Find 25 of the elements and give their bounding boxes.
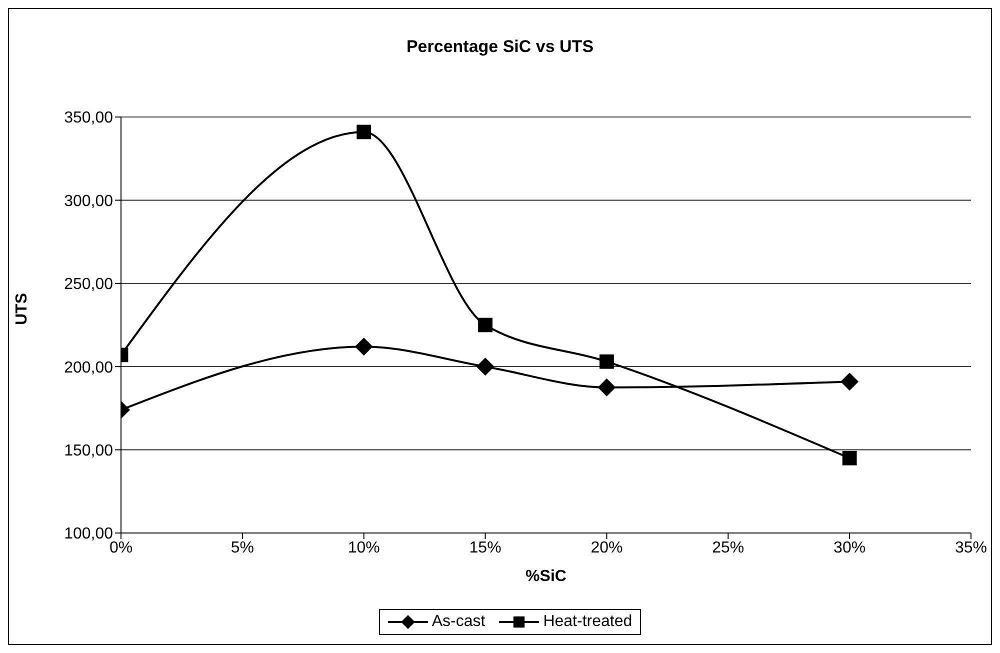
point bbox=[842, 450, 857, 466]
y-tick-label: 300,00 bbox=[64, 192, 114, 210]
point bbox=[356, 124, 372, 140]
y-tick-label: 150,00 bbox=[64, 442, 114, 460]
y-tick-label: 250,00 bbox=[64, 276, 114, 294]
legend-label: As-cast bbox=[430, 613, 486, 631]
x-tick-label: 15% bbox=[469, 539, 502, 556]
point bbox=[600, 354, 614, 369]
point bbox=[478, 318, 492, 332]
x-axis-title: %SiC bbox=[526, 568, 567, 585]
chart-title: Percentage SiC vs UTS bbox=[405, 37, 595, 57]
x-tick-label: 35% bbox=[954, 539, 988, 556]
point bbox=[354, 338, 373, 356]
point bbox=[840, 372, 859, 391]
x-tick-label: 10% bbox=[348, 539, 380, 556]
x-tick-label: 5% bbox=[230, 539, 254, 556]
x-tick-label: 30% bbox=[834, 539, 866, 556]
point bbox=[598, 378, 616, 396]
point bbox=[476, 358, 494, 376]
legend-label: Heat-treated bbox=[542, 613, 632, 631]
x-tick-label: 25% bbox=[712, 539, 744, 556]
x-tick-label: 20% bbox=[590, 539, 623, 556]
y-axis-title: UTS bbox=[14, 292, 31, 325]
y-tick-label: 350,00 bbox=[64, 110, 114, 127]
y-tick-label: 200,00 bbox=[64, 359, 114, 376]
